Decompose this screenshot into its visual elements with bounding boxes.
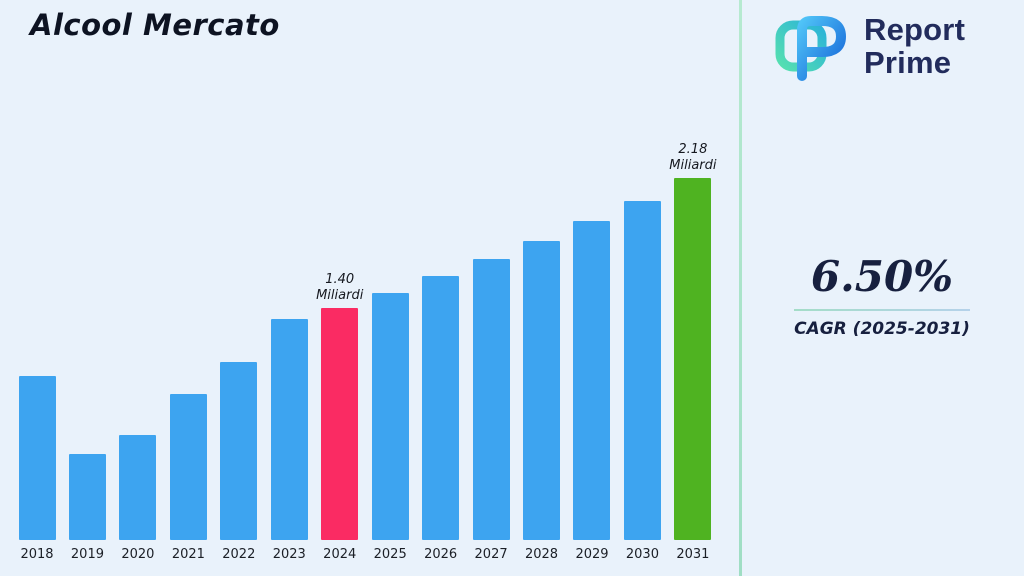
x-axis-label-2021: 2021 xyxy=(171,547,205,562)
x-axis-label-2020: 2020 xyxy=(121,547,155,562)
x-axis-label-2027: 2027 xyxy=(474,547,508,562)
x-axis-label-2031: 2031 xyxy=(676,547,710,562)
logo-text: Report Prime xyxy=(864,11,966,80)
cagr-value: 6.50% xyxy=(810,252,954,301)
bar-column-2029: 2029 xyxy=(567,120,617,562)
bar-column-2018: 2018 xyxy=(12,120,62,562)
bar-2023 xyxy=(270,319,308,540)
x-axis-label-2029: 2029 xyxy=(575,547,609,562)
bar-column-2026: 2026 xyxy=(416,120,466,562)
x-axis-label-2028: 2028 xyxy=(524,547,559,562)
cagr-label: CAGR (2025-2031) xyxy=(794,319,970,339)
bar-2028 xyxy=(523,241,561,540)
x-axis-label-2018: 2018 xyxy=(20,547,54,562)
bar-column-2030: 2030 xyxy=(617,120,667,562)
bar-column-2028: 2028 xyxy=(517,120,567,562)
x-axis-label-2019: 2019 xyxy=(70,547,104,562)
bar-2019 xyxy=(68,454,106,540)
bar-value-label-2031: 2.18 Miliardi xyxy=(669,141,717,173)
bar-column-2020: 2020 xyxy=(113,120,163,562)
bar-chart: 2018 2019 2020 2021 2022 2023 1.40 Miliardi 202… xyxy=(12,120,718,563)
x-axis-label-2026: 2026 xyxy=(424,547,458,562)
bar-2027 xyxy=(472,259,510,540)
bar-2020 xyxy=(119,435,157,540)
bar-column-2031: 2.18 Miliardi 2031 xyxy=(668,120,718,563)
bar-column-2019: 2019 xyxy=(62,120,112,562)
bar-2026 xyxy=(422,276,460,540)
bar-column-2021: 2021 xyxy=(163,120,213,562)
bar-2025 xyxy=(371,293,409,540)
bar-2018 xyxy=(18,376,56,540)
bar-column-2027: 2027 xyxy=(466,120,516,562)
cagr-block: 6.50% CAGR (2025-2031) xyxy=(792,252,972,339)
bar-column-2023: 2023 xyxy=(264,120,314,562)
x-axis-label-2024: 2024 xyxy=(323,547,357,562)
x-axis-label-2023: 2023 xyxy=(272,547,306,562)
x-axis-label-2030: 2030 xyxy=(625,547,659,562)
bar-column-2025: 2025 xyxy=(365,120,415,562)
report-prime-logo: Report Prime xyxy=(770,8,965,84)
bar-2021 xyxy=(169,394,207,540)
bar-2031 xyxy=(674,178,712,540)
logo-text-prime: Prime xyxy=(864,45,952,80)
bar-value-label-2024: 1.40 Miliardi xyxy=(316,271,364,303)
bar-2022 xyxy=(220,362,258,540)
bar-2030 xyxy=(623,201,661,540)
bar-column-2022: 2022 xyxy=(214,120,264,562)
bar-2029 xyxy=(573,221,611,540)
x-axis-label-2022: 2022 xyxy=(222,547,256,562)
page-title: Alcool Mercato xyxy=(30,8,280,42)
bar-column-2024: 1.40 Miliardi 2024 xyxy=(315,120,365,563)
divider-line xyxy=(739,0,742,576)
bar-2024 xyxy=(321,308,359,540)
report-prime-logo-icon xyxy=(775,16,846,81)
logo-text-report: Report xyxy=(864,11,966,47)
bars-row: 2018 2019 2020 2021 2022 2023 1.40 Miliardi 202… xyxy=(12,120,718,563)
cagr-underline xyxy=(794,309,970,311)
x-axis-label-2025: 2025 xyxy=(373,547,407,562)
